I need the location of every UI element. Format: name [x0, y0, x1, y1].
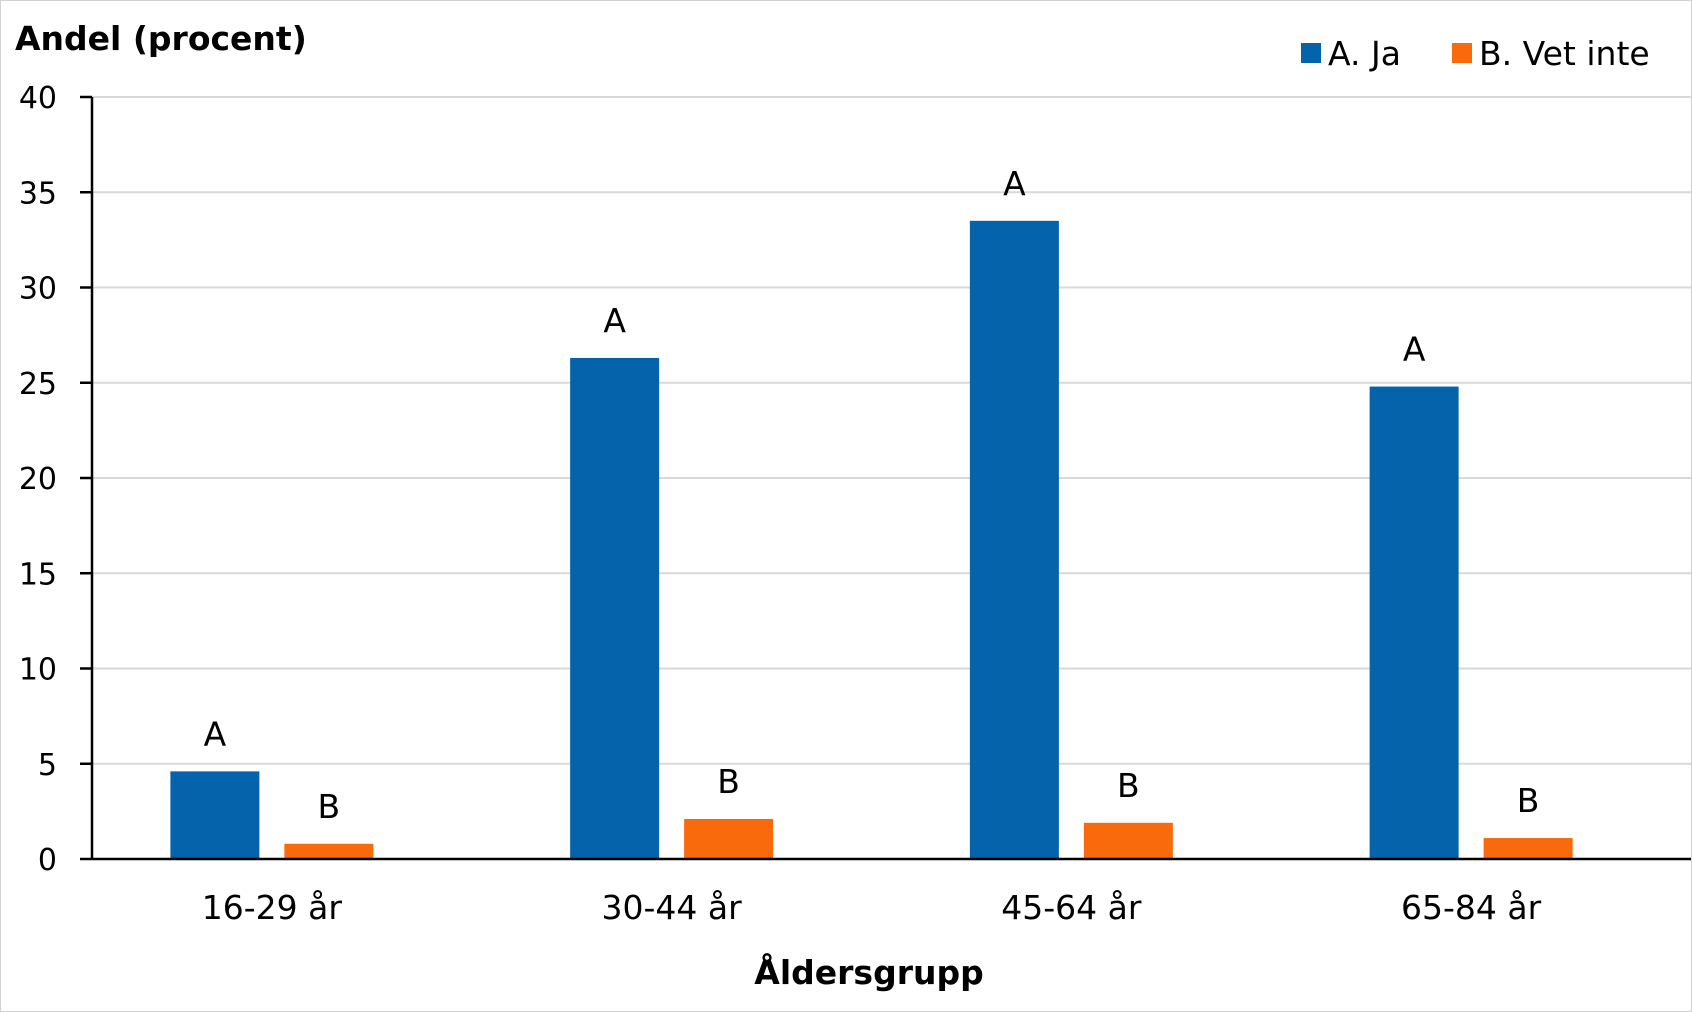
bar-vet-inte-0 — [284, 843, 374, 859]
y-tick-label: 0 — [38, 843, 57, 878]
legend-swatch — [1301, 43, 1321, 63]
y-tick-labels: 0 5 10 15 20 25 30 35 40 — [19, 81, 57, 878]
y-tick-label: 35 — [19, 176, 57, 211]
bar-ja-0 — [170, 771, 260, 859]
y-tick-label: 40 — [19, 81, 57, 116]
x-axis-title: Åldersgrupp — [754, 952, 983, 992]
bar-ja-1 — [570, 357, 660, 859]
bar-label: A — [1003, 164, 1026, 203]
legend: A. Ja B. Vet inte — [1301, 34, 1650, 73]
bar-label: B — [1517, 781, 1540, 820]
bar-label: B — [717, 762, 740, 801]
x-tick-label: 30-44 år — [602, 888, 743, 927]
bar-label: B — [318, 787, 341, 826]
y-tick-label: 30 — [19, 272, 57, 307]
y-tick-label: 15 — [19, 557, 57, 592]
x-tick-label: 16-29 år — [202, 888, 343, 927]
bar-ja-2 — [969, 220, 1059, 859]
legend-label: B. Vet inte — [1479, 34, 1650, 73]
y-tick-label: 20 — [19, 462, 57, 497]
x-tick-label: 65-84 år — [1401, 888, 1542, 927]
bar-labels: A B A B A B A B — [204, 164, 1540, 826]
axes — [90, 97, 1691, 861]
bar-vet-inte-1 — [684, 818, 774, 859]
x-tick-label: 45-64 år — [1001, 888, 1142, 927]
legend-swatch — [1452, 43, 1472, 63]
bar-label: A — [204, 714, 227, 753]
legend-label: A. Ja — [1328, 34, 1401, 73]
y-tick-label: 5 — [38, 748, 57, 783]
gridlines — [80, 95, 1691, 861]
bar-vet-inte-2 — [1083, 822, 1173, 859]
x-tick-labels: 16-29 år 30-44 år 45-64 år 65-84 år — [202, 888, 1542, 927]
bar-ja-3 — [1369, 386, 1459, 859]
bar-vet-inte-3 — [1483, 838, 1573, 859]
bar-label: B — [1117, 766, 1140, 805]
y-tick-label: 10 — [19, 653, 57, 688]
y-tick-label: 25 — [19, 367, 57, 402]
bars — [170, 220, 1573, 859]
bar-label: A — [603, 301, 626, 340]
bar-label: A — [1403, 330, 1426, 369]
y-axis-title: Andel (procent) — [15, 19, 307, 58]
